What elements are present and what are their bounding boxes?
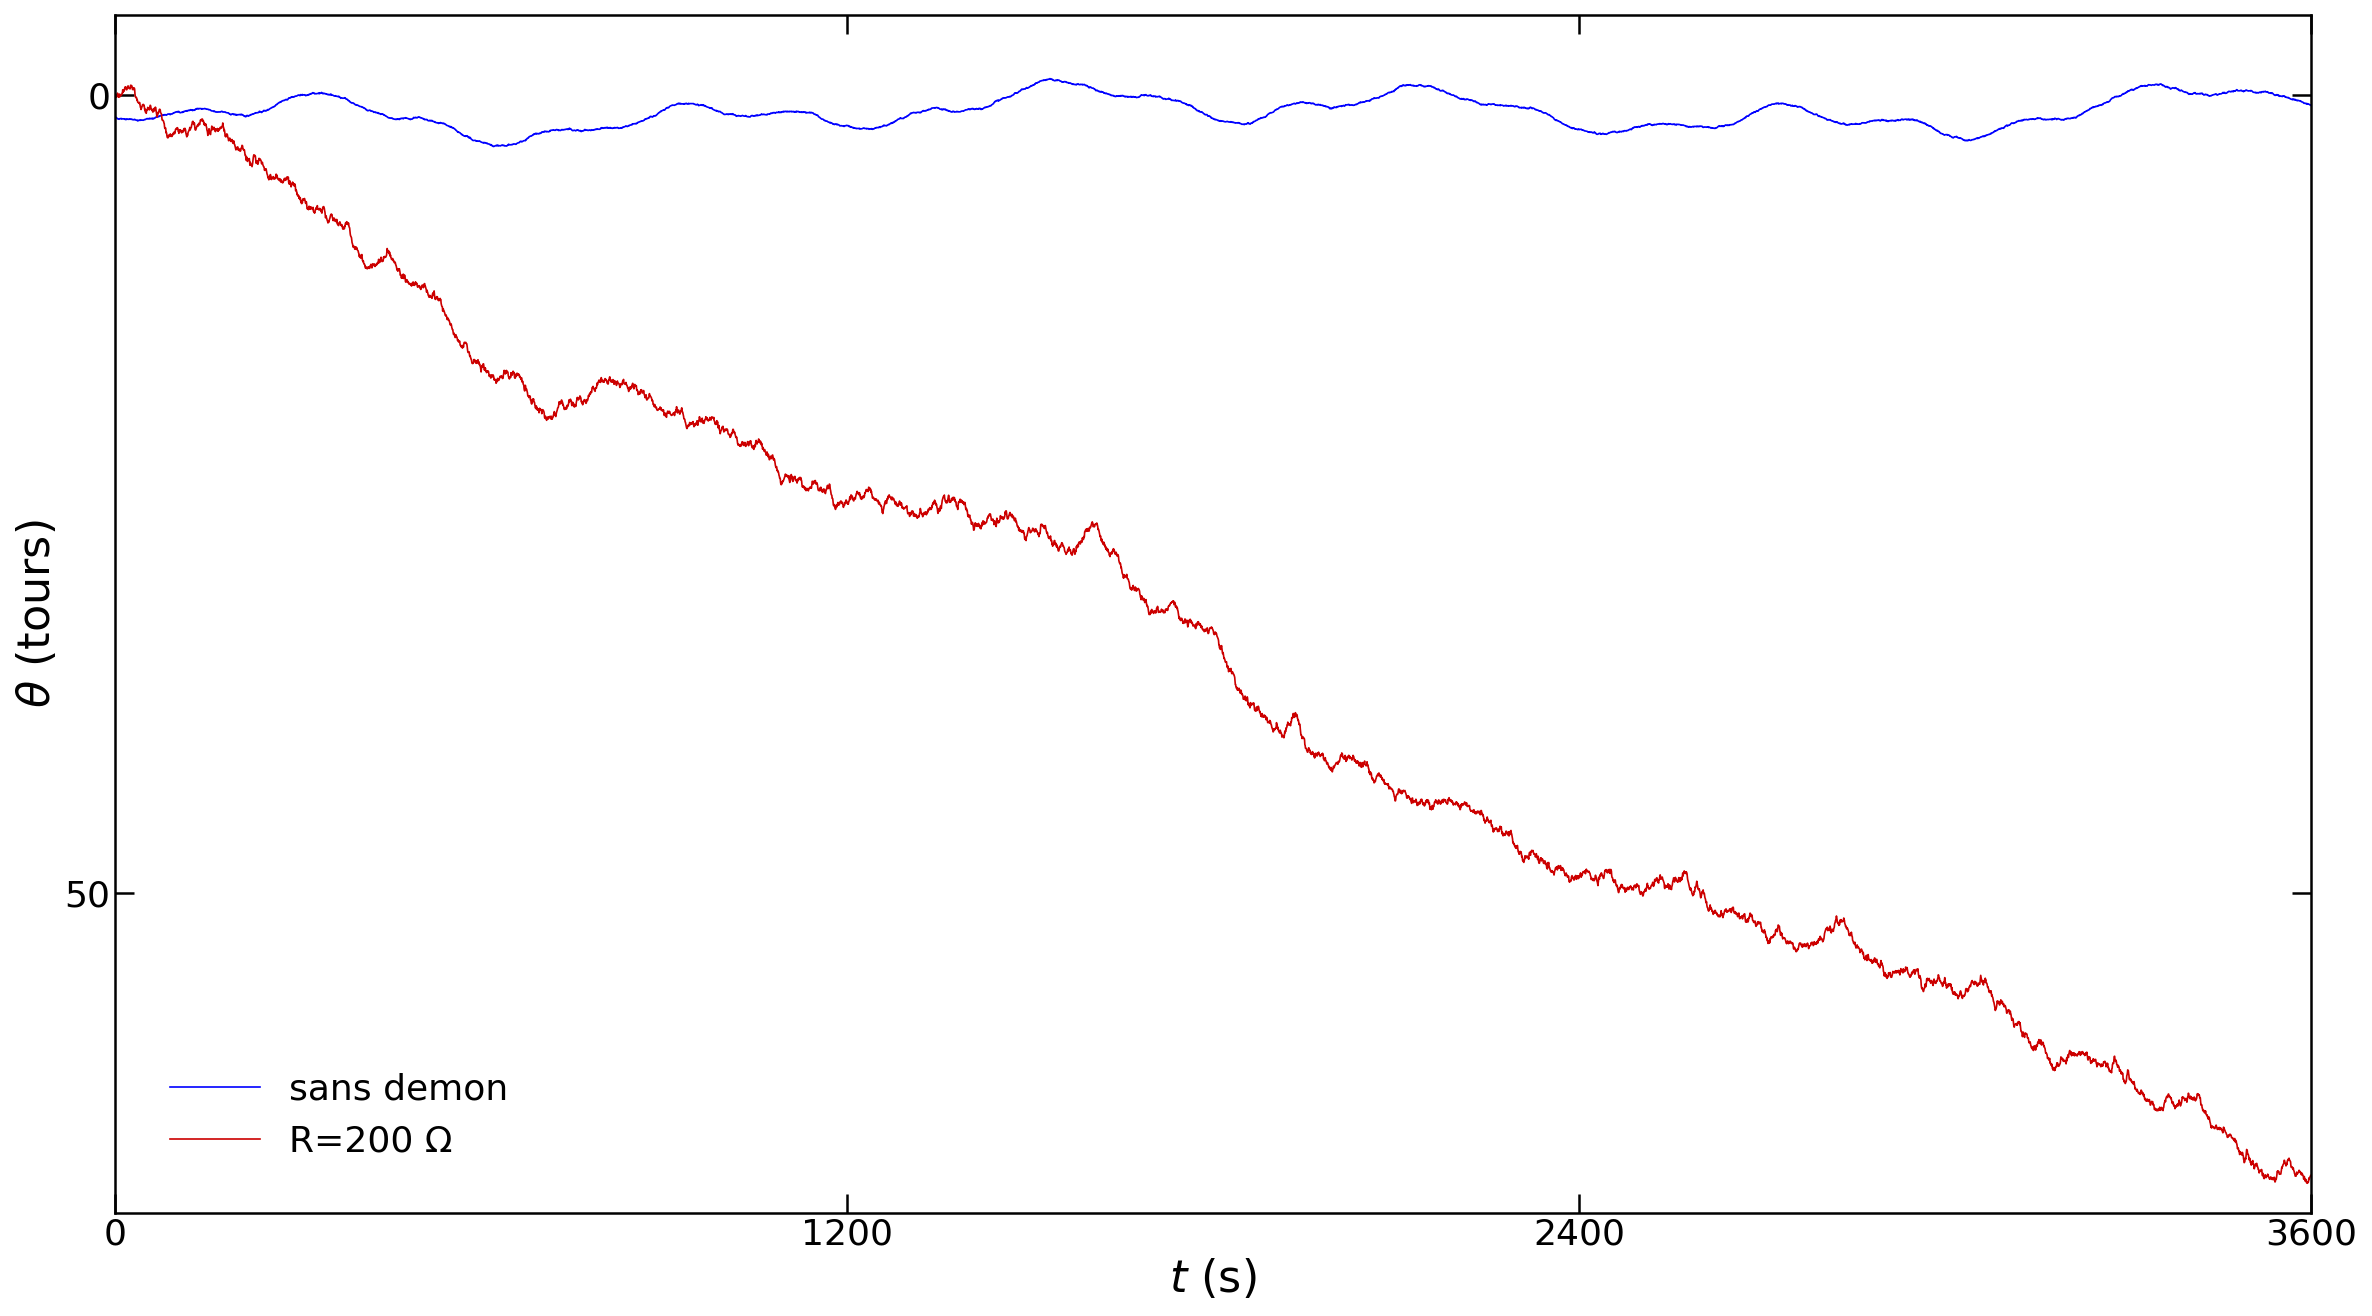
R=200 Ω: [102, 87, 130, 103]
R=200 Ω: [1705, 908, 1734, 924]
sans demon: [2296, 97, 2325, 113]
sans demon: [479, 138, 508, 154]
Line: R=200 Ω: R=200 Ω: [116, 86, 2310, 1183]
sans demon: [2177, 86, 2206, 101]
sans demon: [102, 109, 130, 125]
Y-axis label: $\theta$ (tours): $\theta$ (tours): [14, 520, 59, 708]
Line: sans demon: sans demon: [116, 79, 2310, 146]
R=200 Ω: [2294, 1175, 2322, 1191]
R=200 Ω: [2177, 1090, 2206, 1105]
sans demon: [1141, 88, 1169, 104]
R=200 Ω: [1767, 930, 1796, 946]
R=200 Ω: [2296, 1167, 2325, 1183]
R=200 Ω: [2204, 1121, 2232, 1137]
R=200 Ω: [116, 78, 145, 93]
R=200 Ω: [1141, 603, 1169, 619]
sans demon: [1037, 71, 1065, 87]
R=200 Ω: [847, 491, 875, 507]
sans demon: [1705, 118, 1734, 134]
sans demon: [1770, 96, 1798, 112]
Legend: sans demon, R=200 Ω: sans demon, R=200 Ω: [133, 1036, 543, 1195]
sans demon: [847, 121, 875, 137]
sans demon: [2206, 87, 2234, 103]
X-axis label: $t$ (s): $t$ (s): [1169, 1257, 1257, 1302]
